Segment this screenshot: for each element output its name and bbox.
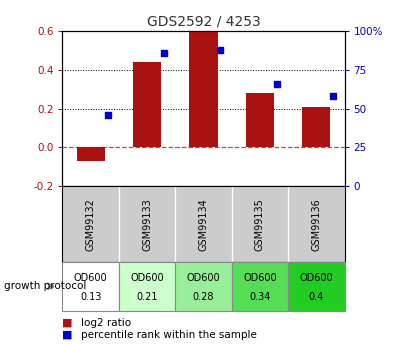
Text: 0.28: 0.28 <box>193 292 214 302</box>
Text: 0.21: 0.21 <box>136 292 158 302</box>
Text: GSM99134: GSM99134 <box>199 198 208 250</box>
Text: growth protocol: growth protocol <box>4 282 86 291</box>
Text: 0.13: 0.13 <box>80 292 102 302</box>
Text: 0.34: 0.34 <box>249 292 271 302</box>
Point <box>161 50 167 56</box>
Point <box>330 93 337 99</box>
Point <box>217 47 224 52</box>
Bar <box>62 262 119 310</box>
Text: GSM99136: GSM99136 <box>312 198 321 250</box>
Text: OD600: OD600 <box>130 273 164 283</box>
Text: percentile rank within the sample: percentile rank within the sample <box>81 330 256 339</box>
Bar <box>77 148 105 161</box>
Bar <box>302 107 330 148</box>
Text: GSM99133: GSM99133 <box>142 198 152 250</box>
Text: ■: ■ <box>62 330 73 339</box>
Bar <box>175 262 232 310</box>
Point <box>274 81 280 87</box>
Bar <box>133 62 161 148</box>
Text: OD600: OD600 <box>187 273 220 283</box>
Bar <box>288 262 345 310</box>
Bar <box>232 262 288 310</box>
Text: GSM99135: GSM99135 <box>255 198 265 251</box>
Point <box>104 112 111 118</box>
Text: GSM99132: GSM99132 <box>86 198 96 251</box>
Bar <box>119 262 175 310</box>
Text: OD600: OD600 <box>74 273 108 283</box>
Title: GDS2592 / 4253: GDS2592 / 4253 <box>147 14 260 29</box>
Bar <box>189 32 218 148</box>
Text: OD600: OD600 <box>243 273 277 283</box>
Text: ■: ■ <box>62 318 73 328</box>
Text: 0.4: 0.4 <box>309 292 324 302</box>
Bar <box>246 93 274 148</box>
Text: OD600: OD600 <box>299 273 333 283</box>
Text: log2 ratio: log2 ratio <box>81 318 131 328</box>
